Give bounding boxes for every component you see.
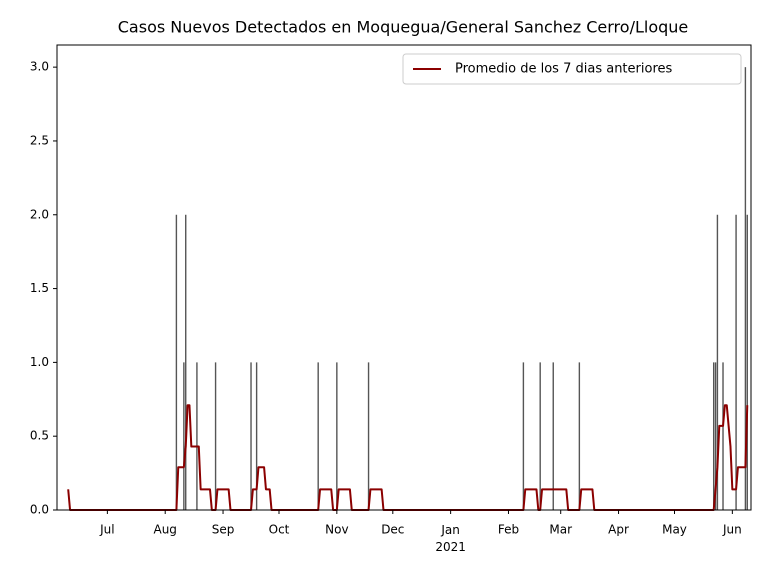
x-tick-label: May — [662, 523, 687, 537]
y-tick-label: 1.0 — [30, 355, 49, 369]
y-tick-label: 2.0 — [30, 207, 49, 221]
y-tick-label: 0.5 — [30, 429, 49, 443]
y-tick-label: 2.5 — [30, 133, 49, 147]
bar — [552, 362, 554, 510]
x-tick-label: Apr — [608, 523, 629, 537]
chart-title: Casos Nuevos Detectados en Moquegua/Gene… — [118, 18, 689, 37]
bar — [716, 214, 719, 510]
bar — [196, 362, 198, 510]
x-tick-label: Jun — [722, 523, 742, 537]
bar — [336, 362, 338, 510]
bar — [539, 362, 541, 510]
y-tick-label: 0.0 — [30, 503, 49, 517]
bar — [522, 362, 525, 510]
legend-box — [402, 53, 742, 85]
y-tick-label: 1.5 — [30, 281, 49, 295]
x-tick-label: Jul — [99, 523, 114, 537]
bar — [746, 214, 748, 510]
bar — [175, 214, 178, 510]
bar — [714, 362, 717, 510]
x-tick-label: Nov — [325, 523, 348, 537]
bar — [712, 362, 715, 510]
line-series — [67, 404, 749, 511]
bar — [744, 67, 747, 511]
x-tick-label: Oct — [269, 523, 290, 537]
bar — [722, 362, 724, 510]
plot-frame — [56, 44, 752, 511]
legend-text: Promedio de los 7 dias anteriores — [455, 62, 672, 77]
x-tick-label: Jan 2021 — [435, 523, 466, 554]
bar — [185, 214, 187, 510]
bar — [250, 362, 252, 510]
bar — [255, 362, 258, 510]
bar — [367, 362, 370, 510]
x-tick-label: Feb — [498, 523, 519, 537]
x-tick-label: Sep — [212, 523, 235, 537]
bar — [214, 362, 217, 510]
bar — [317, 362, 319, 510]
bar — [735, 214, 737, 510]
y-tick-label: 3.0 — [30, 60, 49, 74]
x-tick-label: Dec — [381, 523, 404, 537]
bar — [578, 362, 581, 510]
x-tick-label: Mar — [549, 523, 572, 537]
bar — [183, 362, 185, 510]
x-tick-label: Aug — [153, 523, 176, 537]
